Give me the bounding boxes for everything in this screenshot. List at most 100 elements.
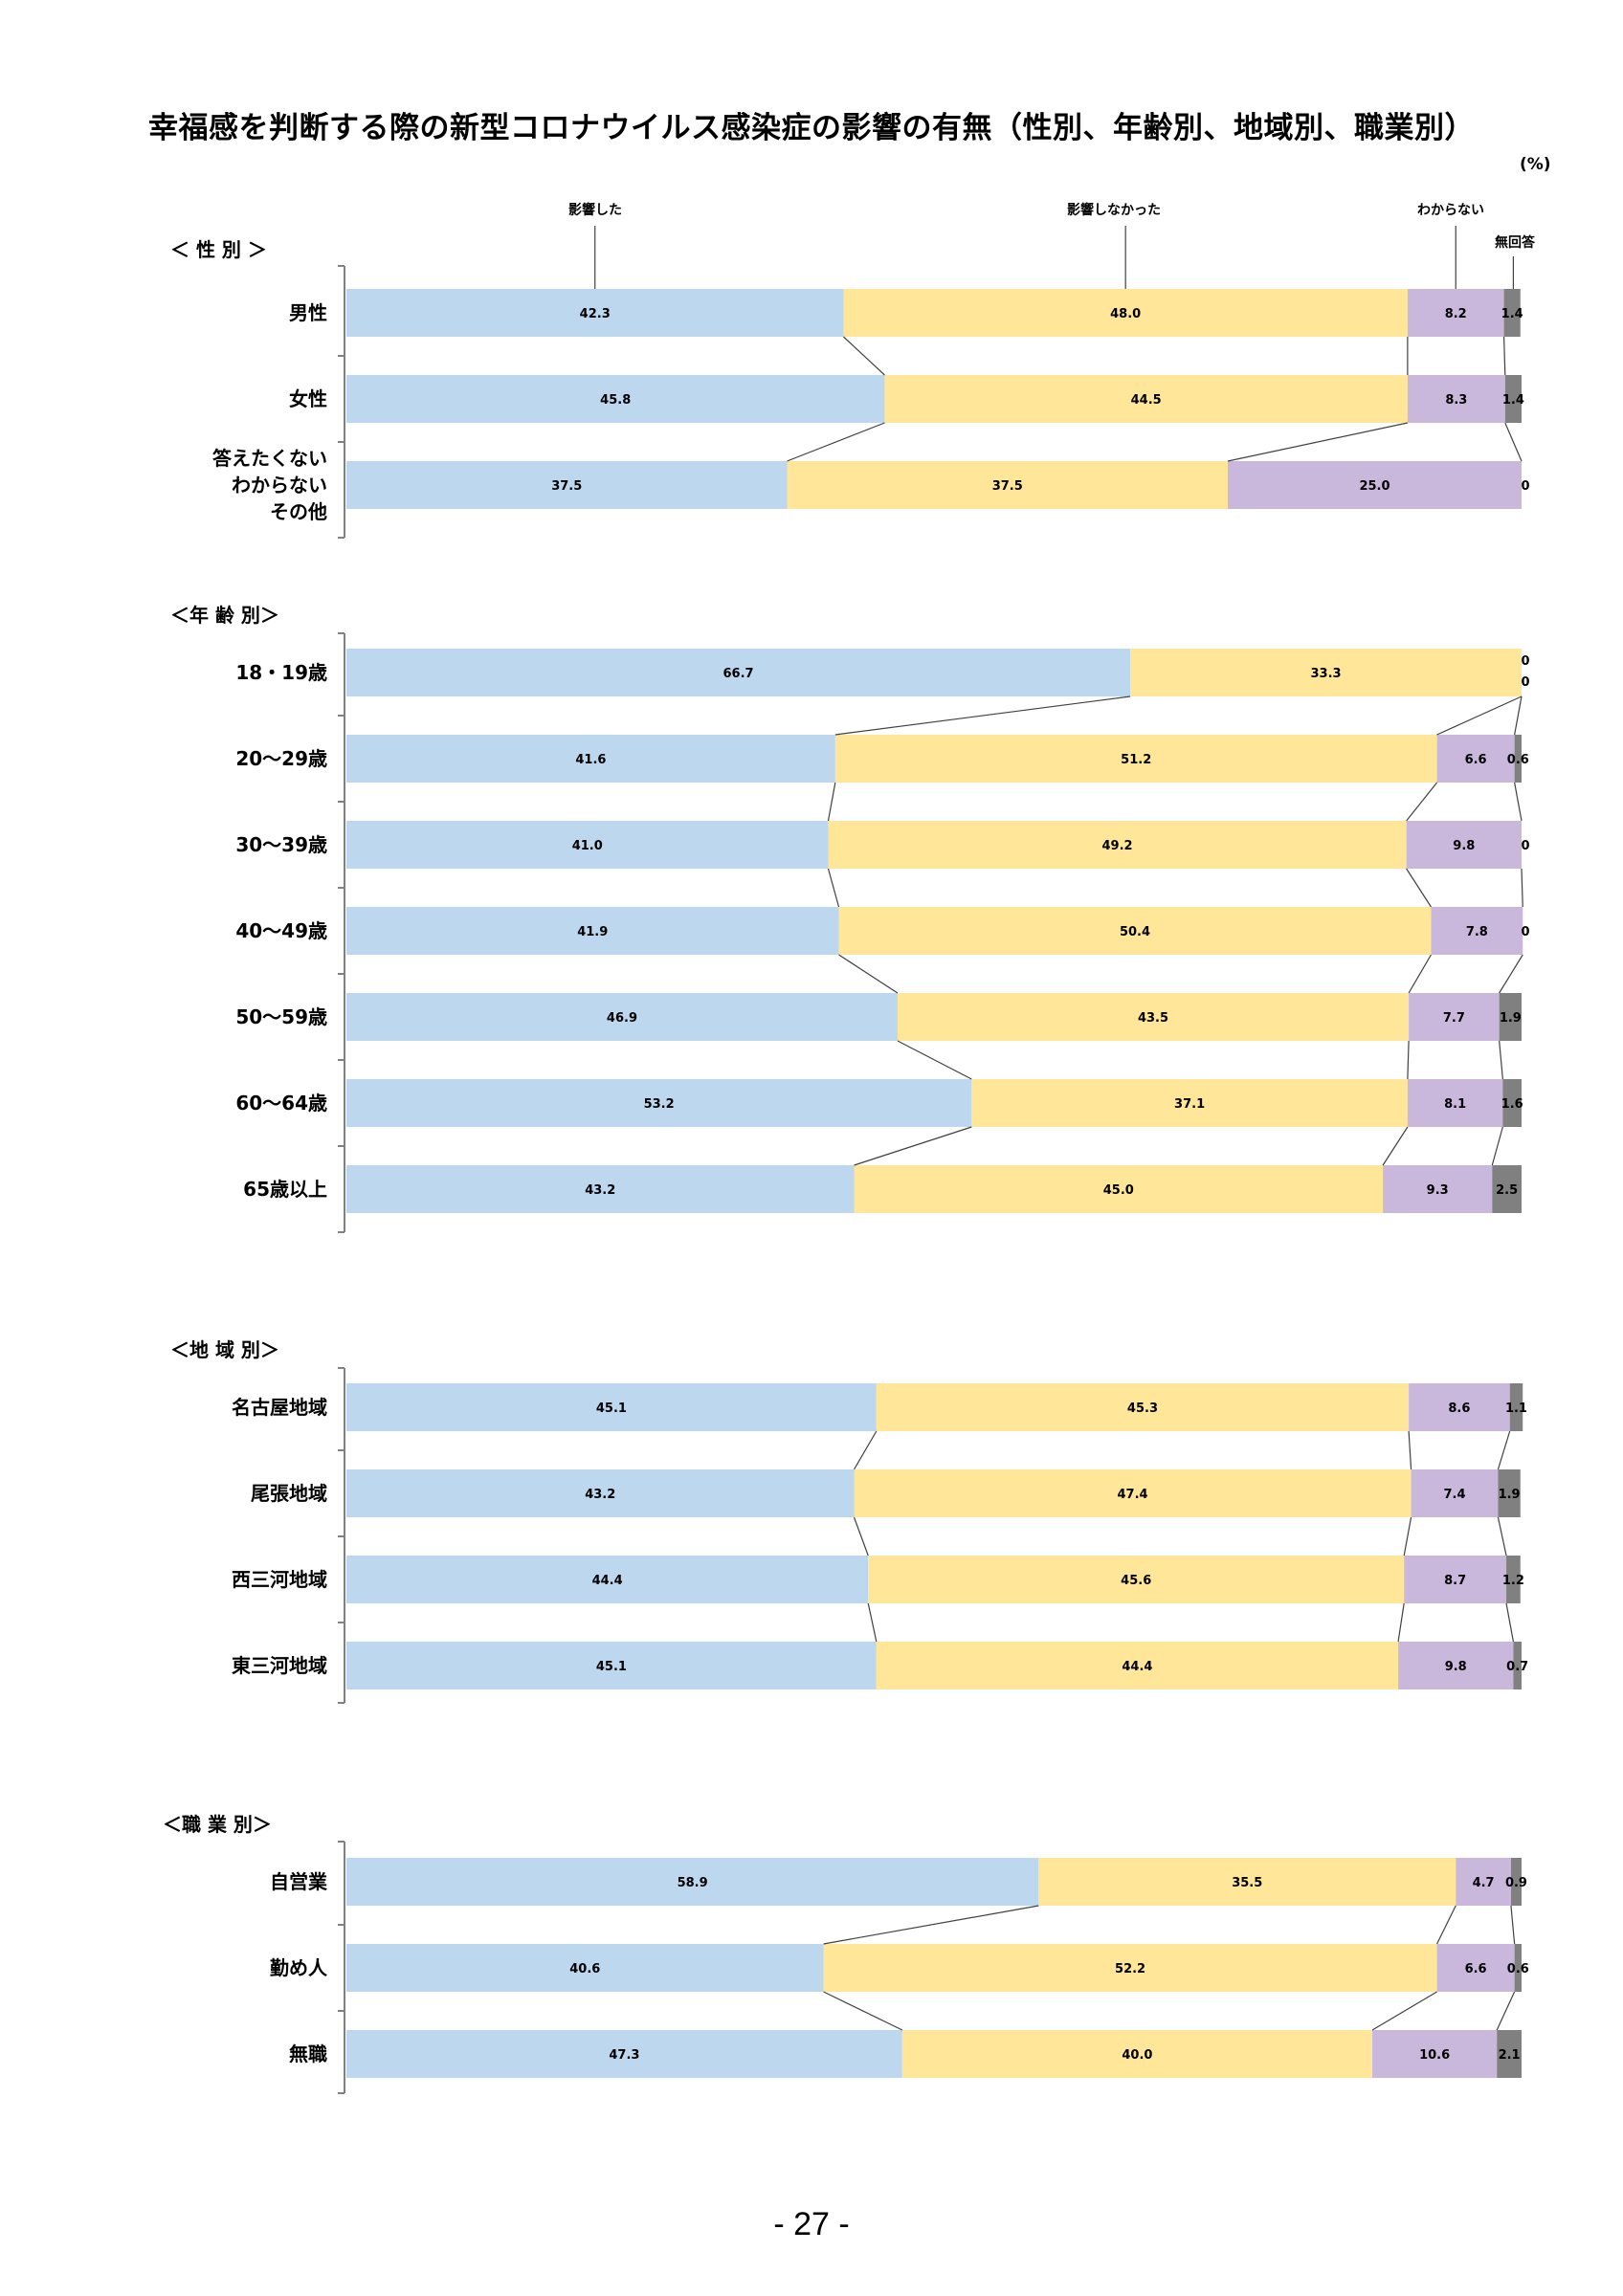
- series-connector: [787, 422, 885, 462]
- bar-not-affected: [868, 1556, 1405, 1603]
- legend-not-affected: 影響しなかった: [1067, 202, 1161, 218]
- bar-unknown: [1431, 907, 1523, 955]
- value-label-unknown: 10.6: [1419, 2048, 1450, 2063]
- value-label-unknown: 6.6: [1465, 1962, 1487, 1976]
- bar-affected: [346, 821, 829, 869]
- value-label-not-affected: 37.5: [992, 479, 1023, 494]
- bar-unknown: [1436, 1944, 1515, 1992]
- bar-affected: [346, 735, 835, 783]
- bar-no-answer: [1514, 735, 1522, 783]
- value-label-not-affected: 44.4: [1122, 1660, 1152, 1674]
- value-label-affected: 41.6: [575, 753, 606, 767]
- bar-affected: [346, 461, 788, 509]
- value-label-unknown: 8.1: [1444, 1097, 1466, 1112]
- value-label-not-affected: 52.2: [1115, 1962, 1145, 1976]
- series-connector: [1403, 1516, 1412, 1556]
- bar-not-affected: [876, 1642, 1399, 1689]
- page-number: - 27 -: [773, 2206, 850, 2242]
- series-connector: [1407, 1040, 1410, 1080]
- bar-unknown: [1404, 1556, 1507, 1603]
- bar-unknown: [1372, 2030, 1498, 2078]
- bar-not-affected: [1038, 1858, 1456, 1906]
- value-label-no-answer: 0: [1521, 479, 1529, 494]
- series-connector: [854, 1126, 972, 1166]
- bar-unknown: [1407, 289, 1504, 337]
- value-label-unknown: 8.7: [1444, 1574, 1466, 1588]
- chart-title: 幸福感を判断する際の新型コロナウイルス感染症の影響の有無（性別、年齢別、地域別、…: [148, 111, 1475, 145]
- value-label-not-affected: 33.3: [1310, 667, 1341, 681]
- bar-unknown: [1411, 1469, 1499, 1517]
- value-label-unknown: 8.3: [1445, 393, 1467, 408]
- bar-no-answer: [1502, 1079, 1522, 1127]
- value-label-affected: 37.5: [551, 479, 582, 494]
- series-connector: [1491, 1126, 1503, 1166]
- bar-no-answer: [1492, 1165, 1522, 1213]
- bar-unknown: [1398, 1642, 1514, 1689]
- category-label: 男性: [289, 301, 327, 324]
- bar-affected: [346, 1079, 972, 1127]
- bar-not-affected: [897, 993, 1410, 1041]
- value-label-no-answer: 1.2: [1502, 1574, 1524, 1588]
- category-label: 30～39歳: [235, 833, 327, 856]
- category-label: 女性: [289, 387, 327, 410]
- bar-no-answer: [1514, 1944, 1522, 1992]
- bar-unknown: [1409, 1383, 1510, 1431]
- category-label: その他: [270, 500, 327, 523]
- section-title: ＜年 齢 別＞: [170, 604, 279, 627]
- value-label-not-affected: 45.6: [1121, 1574, 1151, 1588]
- value-label-not-affected: 43.5: [1138, 1011, 1168, 1026]
- series-connector: [1502, 336, 1506, 376]
- series-connector: [823, 1991, 903, 2031]
- category-label: 尾張地域: [251, 1482, 327, 1505]
- value-label-not-affected: 50.4: [1120, 925, 1150, 939]
- series-connector: [1496, 1991, 1516, 2031]
- value-label-unknown: 8.2: [1445, 307, 1467, 321]
- value-label-unknown: 7.7: [1443, 1011, 1465, 1026]
- value-label-no-answer: 1.6: [1501, 1097, 1523, 1112]
- value-label-no-answer: 1.9: [1499, 1488, 1521, 1502]
- value-label-no-answer: 0.7: [1506, 1660, 1528, 1674]
- value-label-no-answer: 0.6: [1507, 753, 1529, 767]
- bar-not-affected: [828, 821, 1407, 869]
- series-connector: [1406, 868, 1432, 908]
- value-label-not-affected: 37.1: [1174, 1097, 1205, 1112]
- value-label-unknown: 6.6: [1465, 753, 1487, 767]
- series-connector: [823, 1905, 1039, 1945]
- bar-affected: [346, 1944, 824, 1992]
- value-label-not-affected: 47.4: [1117, 1488, 1147, 1502]
- series-connector: [1504, 422, 1523, 462]
- series-connector: [1497, 1430, 1511, 1470]
- bar-no-answer: [1506, 1556, 1521, 1603]
- value-label-unknown: 0: [1521, 654, 1529, 669]
- series-connector: [827, 868, 840, 908]
- value-label-affected: 44.4: [592, 1574, 623, 1588]
- legend-unknown: わからない: [1417, 203, 1484, 218]
- value-label-no-answer: 0: [1521, 925, 1529, 939]
- bar-not-affected: [787, 461, 1228, 509]
- value-label-affected: 41.9: [577, 925, 608, 939]
- series-connector: [867, 1602, 878, 1643]
- category-label: 答えたくない: [212, 447, 327, 470]
- series-connector: [1408, 954, 1432, 994]
- bar-unknown: [1407, 375, 1505, 423]
- series-connector: [838, 954, 899, 994]
- bar-not-affected: [838, 907, 1432, 955]
- category-label: 東三河地域: [232, 1654, 327, 1677]
- value-label-no-answer: 0.9: [1505, 1876, 1527, 1890]
- bar-unknown: [1228, 461, 1522, 509]
- series-connector: [1499, 1040, 1503, 1080]
- legend-no-answer: 無回答: [1495, 234, 1536, 251]
- series-connector: [853, 1516, 869, 1556]
- category-label: 60～64歳: [235, 1092, 327, 1115]
- value-label-affected: 43.2: [585, 1488, 615, 1502]
- bar-no-answer: [1497, 2030, 1522, 2078]
- bar-affected: [346, 993, 898, 1041]
- bar-affected: [346, 907, 839, 955]
- value-label-not-affected: 44.5: [1131, 393, 1162, 408]
- value-label-no-answer: 0: [1521, 675, 1529, 690]
- series-connector: [1371, 1991, 1437, 2031]
- bar-not-affected: [823, 1944, 1437, 1992]
- bar-no-answer: [1513, 1642, 1522, 1689]
- value-label-unknown: 25.0: [1359, 479, 1390, 494]
